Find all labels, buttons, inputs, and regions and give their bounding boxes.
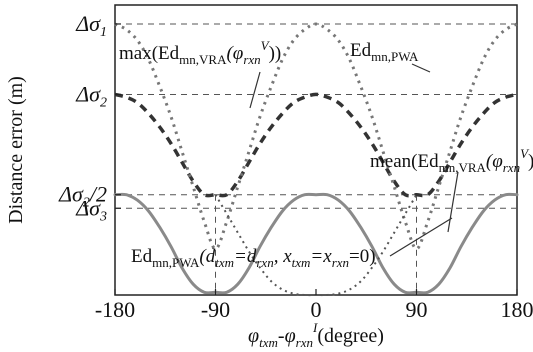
series-line-2 xyxy=(114,22,518,251)
x-tick-label: -90 xyxy=(201,297,230,322)
annotation-pwa-leader xyxy=(411,63,431,73)
x-tick-label: 90 xyxy=(406,297,428,322)
x-tick-label: -180 xyxy=(95,297,135,322)
y-tick-label: Δσ2 xyxy=(75,81,107,110)
x-tick-label: 180 xyxy=(501,297,533,322)
y-tick-label: Δσ2/2 xyxy=(58,182,107,211)
annotation-pwa: Edmn,PWA xyxy=(350,40,419,64)
annotation-mean-vra-leader xyxy=(447,171,459,233)
x-tick-label: 0 xyxy=(311,297,322,322)
annotation-pwa-condition: Edmn,PWA(dtxm=drxn, xtxm=xrxn=0) xyxy=(131,246,376,270)
annotation-max-vra: max(Edmn,VRA(φrxnV)) xyxy=(119,38,281,67)
y-tick-label: Δσ3 xyxy=(75,195,107,224)
series-line-1 xyxy=(114,92,518,198)
annotation-pwa-condition-leader xyxy=(389,217,453,257)
series-line-3 xyxy=(113,192,519,295)
x-axis-label: φtxm-φrxnI(degree) xyxy=(248,320,384,350)
x-ticks: -180 -90 0 90 180 xyxy=(95,289,533,322)
y-axis-label: Distance error (m) xyxy=(5,76,27,224)
y-tick-label: Δσ1 xyxy=(75,11,107,40)
annotation-max-vra-leader xyxy=(249,71,261,109)
annotation-mean-vra: mean(Edmn,VRA(φrxnV)) xyxy=(370,146,533,175)
series-line-4 xyxy=(214,194,418,297)
